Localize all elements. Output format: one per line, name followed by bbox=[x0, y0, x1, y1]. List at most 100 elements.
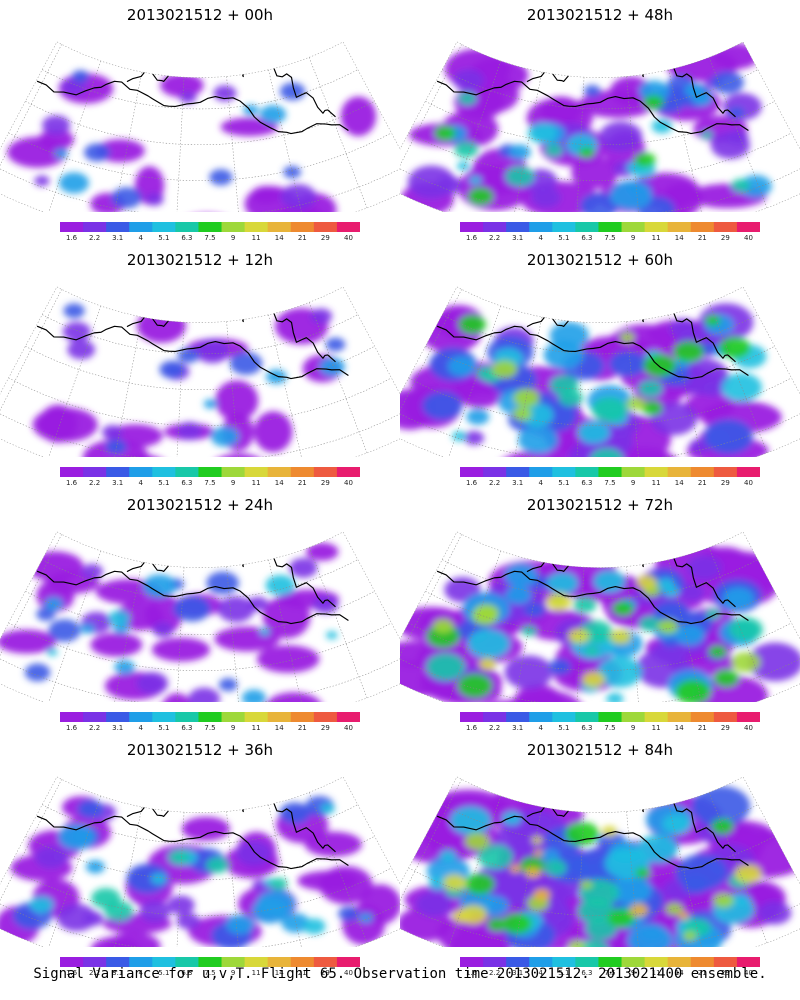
colorbar-swatch bbox=[460, 222, 484, 232]
colorbar-swatch bbox=[598, 222, 623, 232]
colorbar-swatch bbox=[621, 712, 646, 722]
colorbar-swatch bbox=[290, 957, 315, 967]
colorbar-tick-label: 21 bbox=[297, 479, 307, 487]
panel-title: 2013021512 + 00h bbox=[126, 6, 274, 24]
colorbar-swatch bbox=[644, 957, 669, 967]
colorbar-swatch bbox=[483, 467, 507, 477]
variance-map bbox=[400, 776, 800, 947]
colorbar-swatch bbox=[506, 467, 530, 477]
colorbar-swatch bbox=[106, 712, 130, 722]
colorbar-swatch bbox=[690, 957, 715, 967]
colorbar-tick-label: 4 bbox=[138, 234, 143, 242]
colorbar bbox=[460, 467, 760, 477]
colorbar-tick-label: 6.3 bbox=[581, 479, 593, 487]
colorbar-swatch bbox=[83, 467, 107, 477]
colorbar-tick-label: 7.5 bbox=[604, 724, 616, 732]
colorbar-swatch bbox=[644, 712, 669, 722]
colorbar-tick-label: 4 bbox=[538, 479, 543, 487]
colorbar-tick-label: 4 bbox=[138, 724, 143, 732]
colorbar-tick-label: 29 bbox=[720, 969, 730, 977]
colorbar-swatch bbox=[336, 712, 360, 722]
colorbar-swatch bbox=[713, 222, 738, 232]
colorbar-tick-label: 3.1 bbox=[112, 234, 124, 242]
colorbar-swatch bbox=[575, 467, 599, 477]
colorbar-tick-label: 11 bbox=[251, 724, 261, 732]
colorbar-swatch bbox=[575, 712, 599, 722]
colorbar-tick-label: 40 bbox=[743, 969, 753, 977]
colorbar-tick-label: 6.3 bbox=[181, 724, 193, 732]
colorbar-tick-label: 7.5 bbox=[604, 234, 616, 242]
colorbar-swatch bbox=[460, 957, 484, 967]
colorbar-swatch bbox=[175, 222, 199, 232]
colorbar-swatch bbox=[175, 712, 199, 722]
panel-title: 2013021512 + 36h bbox=[126, 741, 274, 759]
colorbar bbox=[60, 957, 360, 967]
colorbar-swatch bbox=[129, 957, 153, 967]
colorbar-swatch bbox=[60, 957, 84, 967]
colorbar-tick-label: 3.1 bbox=[512, 234, 524, 242]
colorbar-tick-label: 21 bbox=[297, 234, 307, 242]
colorbar-tick-label: 7.5 bbox=[604, 479, 616, 487]
colorbar-tick-label: 3.1 bbox=[512, 479, 524, 487]
colorbar-swatch bbox=[529, 712, 553, 722]
colorbar-swatch bbox=[552, 222, 576, 232]
colorbar-swatch bbox=[644, 467, 669, 477]
colorbar-tick-label: 3.1 bbox=[112, 479, 124, 487]
colorbar-swatch bbox=[460, 467, 484, 477]
colorbar-swatch bbox=[667, 957, 692, 967]
colorbar-tick-label: 9 bbox=[230, 479, 236, 487]
colorbar-swatch bbox=[290, 467, 315, 477]
colorbar-swatch bbox=[152, 957, 176, 967]
colorbar-tick-label: 1.6 bbox=[465, 969, 478, 977]
colorbar-tick-label: 29 bbox=[720, 479, 730, 487]
colorbar-tick-label: 29 bbox=[720, 234, 730, 242]
colorbar-swatch bbox=[336, 957, 360, 967]
colorbar-tick-label: 6.3 bbox=[581, 724, 593, 732]
colorbar-swatch bbox=[483, 712, 507, 722]
variance-map bbox=[400, 531, 800, 702]
graticule bbox=[400, 289, 800, 457]
colorbar-swatch bbox=[575, 957, 599, 967]
colorbar-swatch bbox=[152, 467, 176, 477]
colorbar-swatch bbox=[152, 712, 176, 722]
colorbar-swatch bbox=[267, 957, 292, 967]
panel-title: 2013021512 + 72h bbox=[526, 496, 674, 514]
colorbar-swatch bbox=[244, 222, 269, 232]
map-panel: 2013021512 + 72h 1.6 2.2 3.1 4 5.1 6.3 7.5 9 11 14… bbox=[400, 490, 800, 735]
graticule bbox=[400, 779, 800, 947]
colorbar-tick-label: 9 bbox=[230, 969, 236, 977]
colorbar-swatch bbox=[690, 222, 715, 232]
colorbar-swatch bbox=[60, 712, 84, 722]
colorbar-swatch bbox=[290, 712, 315, 722]
colorbar-tick-label: 29 bbox=[320, 234, 330, 242]
colorbar-tick-label: 29 bbox=[320, 724, 330, 732]
colorbar-swatch bbox=[575, 222, 599, 232]
colorbar-swatch bbox=[713, 957, 738, 967]
colorbar-swatch bbox=[621, 957, 646, 967]
colorbar-tick-label: 1.6 bbox=[65, 479, 78, 487]
graticule bbox=[400, 534, 800, 702]
colorbar-swatch bbox=[221, 957, 246, 967]
variance-map bbox=[0, 776, 400, 947]
colorbar-swatch bbox=[336, 467, 360, 477]
colorbar-labels: 1.6 2.2 3.1 4 5.1 6.3 7.5 9 11 14 21 29 40 bbox=[460, 969, 760, 979]
map-panel: 2013021512 + 36h 1.6 2.2 3.1 4 5.1 6.3 7.5 9 11 14… bbox=[0, 735, 400, 980]
colorbar-tick-label: 2.2 bbox=[489, 969, 501, 977]
colorbar-swatch bbox=[598, 957, 623, 967]
colorbar-tick-label: 4 bbox=[538, 234, 543, 242]
colorbar-swatch bbox=[506, 712, 530, 722]
colorbar-tick-label: 14 bbox=[674, 479, 684, 487]
colorbar-tick-label: 2.2 bbox=[489, 479, 501, 487]
colorbar-tick-label: 1.6 bbox=[65, 724, 78, 732]
colorbar-labels: 1.6 2.2 3.1 4 5.1 6.3 7.5 9 11 14 21 29 40 bbox=[60, 234, 360, 244]
graticule bbox=[0, 289, 400, 457]
colorbar-swatch bbox=[621, 222, 646, 232]
colorbar-swatch bbox=[736, 712, 760, 722]
colorbar-tick-label: 14 bbox=[674, 234, 684, 242]
colorbar-swatch bbox=[198, 712, 223, 722]
colorbar-swatch bbox=[552, 712, 576, 722]
colorbar-tick-label: 21 bbox=[297, 969, 307, 977]
colorbar-tick-label: 40 bbox=[343, 969, 353, 977]
colorbar-tick-label: 1.6 bbox=[465, 724, 478, 732]
